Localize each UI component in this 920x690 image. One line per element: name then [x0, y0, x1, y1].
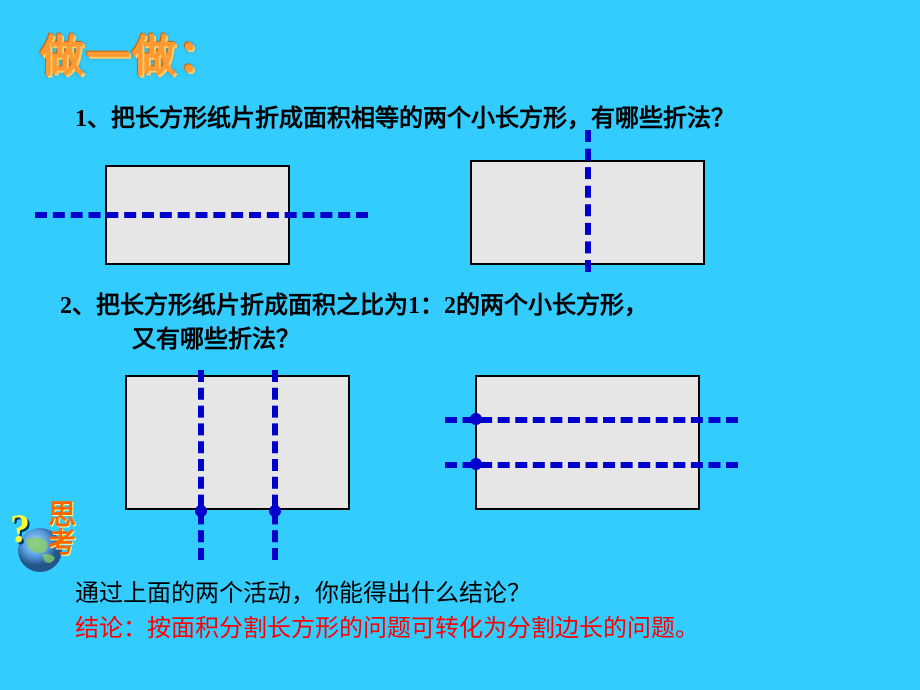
- question-1: 1、把长方形纸片折成面积相等的两个小长方形，有哪些折法？: [75, 98, 735, 133]
- dot-4a: [470, 413, 482, 425]
- bottom-question: 通过上面的两个活动，你能得出什么结论？: [75, 573, 531, 608]
- rect-4: [475, 375, 700, 510]
- rect-3: [125, 375, 350, 510]
- fold-line-4a: [445, 417, 738, 423]
- dot-4b: [470, 458, 482, 470]
- fold-line-2: [585, 130, 591, 272]
- think-text-2: 考: [48, 530, 76, 558]
- title-text: 做一做：: [40, 32, 224, 81]
- title: 做一做：: [40, 20, 224, 84]
- question-mark-icon: ?: [10, 505, 30, 552]
- fold-line-3b: [272, 370, 278, 560]
- dot-3a: [195, 505, 207, 517]
- fold-line-3a: [198, 370, 204, 560]
- think-label: ? 思 考: [10, 510, 70, 570]
- question-2-line1: 2、把长方形纸片折成面积之比为1：2的两个小长方形，: [60, 293, 648, 319]
- dot-3b: [269, 505, 281, 517]
- question-2: 2、把长方形纸片折成面积之比为1：2的两个小长方形， 又有哪些折法？: [60, 290, 648, 357]
- conclusion: 结论：按面积分割长方形的问题可转化为分割边长的问题。: [75, 608, 699, 643]
- fold-line-4b: [445, 462, 738, 468]
- fold-line-1: [35, 212, 368, 218]
- think-text-1: 思: [48, 502, 76, 530]
- question-2-line2: 又有哪些折法？: [132, 327, 300, 353]
